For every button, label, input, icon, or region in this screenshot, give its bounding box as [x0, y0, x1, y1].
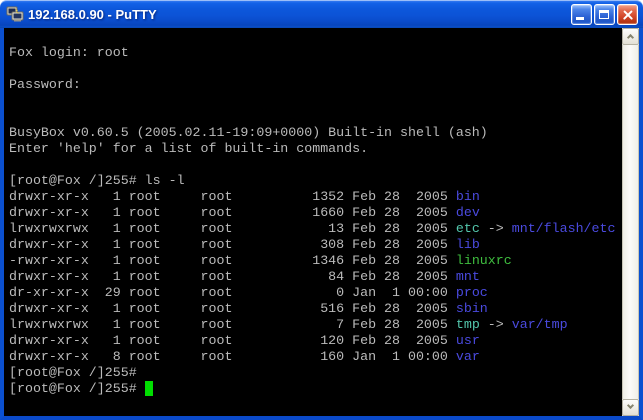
terminal-line: [root@Fox /]255#	[9, 365, 622, 381]
terminal-line: dr-xr-xr-x 29 root root 0 Jan 1 00:00 pr…	[9, 285, 622, 301]
terminal-text: linuxrc	[455, 253, 512, 268]
maximize-button[interactable]	[594, 3, 615, 25]
terminal-line: lrwxrwxrwx 1 root root 13 Feb 28 2005 et…	[9, 221, 622, 237]
terminal-text: mnt	[455, 269, 480, 284]
terminal-text: drwxr-xr-x 1 root root 1352 Feb 28 2005	[9, 189, 456, 204]
terminal-text: drwxr-xr-x 1 root root 516 Feb 28 2005	[9, 301, 456, 316]
terminal-text: var/tmp	[511, 317, 568, 332]
terminal-text: [root@Fox /]255#	[9, 381, 145, 396]
terminal-text: drwxr-xr-x 1 root root 308 Feb 28 2005	[9, 237, 456, 252]
scroll-down-button[interactable]	[622, 399, 639, 416]
terminal-text: lib	[455, 237, 480, 252]
terminal-line: drwxr-xr-x 1 root root 1352 Feb 28 2005 …	[9, 189, 622, 205]
terminal-line: BusyBox v0.60.5 (2005.02.11-19:09+0000) …	[9, 125, 622, 141]
terminal-line	[9, 61, 622, 77]
maximize-icon	[599, 9, 609, 19]
terminal-text: BusyBox v0.60.5 (2005.02.11-19:09+0000) …	[9, 125, 488, 140]
terminal-text: bin	[455, 189, 480, 204]
terminal-line	[9, 157, 622, 173]
terminal-text: dr-xr-xr-x 29 root root 0 Jan 1 00:00	[9, 285, 456, 300]
terminal-text: Enter 'help' for a list of built-in comm…	[9, 141, 369, 156]
chevron-down-icon	[626, 401, 635, 410]
terminal-line: drwxr-xr-x 1 root root 516 Feb 28 2005 s…	[9, 301, 622, 317]
chevron-up-icon	[626, 33, 635, 42]
putty-two-terminals-icon	[6, 6, 24, 22]
terminal-cursor	[144, 381, 153, 396]
putty-app-icon[interactable]	[6, 6, 24, 22]
terminal-text: proc	[455, 285, 488, 300]
terminal-line: drwxr-xr-x 1 root root 120 Feb 28 2005 u…	[9, 333, 622, 349]
terminal-text: [root@Fox /]255#	[9, 365, 137, 380]
terminal-text: sbin	[455, 301, 488, 316]
terminal-line: drwxr-xr-x 1 root root 308 Feb 28 2005 l…	[9, 237, 622, 253]
terminal-text: ->	[479, 317, 512, 332]
terminal-text: mnt/flash/etc	[511, 221, 616, 236]
terminal-line: Fox login: root	[9, 45, 622, 61]
titlebar[interactable]: 192.168.0.90 - PuTTY	[0, 0, 643, 28]
terminal-text: lrwxrwxrwx 1 root root 13 Feb 28 2005	[9, 221, 456, 236]
terminal-text: lrwxrwxrwx 1 root root 7 Feb 28 2005	[9, 317, 456, 332]
terminal-line: lrwxrwxrwx 1 root root 7 Feb 28 2005 tmp…	[9, 317, 622, 333]
scrollbar[interactable]	[622, 28, 639, 416]
scroll-up-button[interactable]	[622, 28, 639, 45]
terminal-text: drwxr-xr-x 1 root root 120 Feb 28 2005	[9, 333, 456, 348]
terminal-text: tmp	[455, 317, 480, 332]
terminal-text: usr	[455, 333, 480, 348]
terminal-line: drwxr-xr-x 8 root root 160 Jan 1 00:00 v…	[9, 349, 622, 365]
terminal-screen[interactable]: Fox login: root Password: BusyBox v0.60.…	[4, 28, 622, 416]
terminal-text: dev	[455, 205, 480, 220]
minimize-icon	[576, 16, 584, 20]
terminal-text: ->	[479, 221, 512, 236]
terminal-line: Password:	[9, 77, 622, 93]
close-button[interactable]	[617, 3, 638, 25]
terminal-line: [root@Fox /]255#	[9, 381, 622, 397]
terminal-text: etc	[455, 221, 480, 236]
terminal-line: -rwxr-xr-x 1 root root 1346 Feb 28 2005 …	[9, 253, 622, 269]
terminal-text: -rwxr-xr-x 1 root root 1346 Feb 28 2005	[9, 253, 456, 268]
terminal-line: drwxr-xr-x 1 root root 1660 Feb 28 2005 …	[9, 205, 622, 221]
terminal-line: Enter 'help' for a list of built-in comm…	[9, 141, 622, 157]
terminal-text: [root@Fox /]255# ls -l	[9, 173, 185, 188]
minimize-button[interactable]	[571, 3, 592, 25]
terminal-line	[9, 109, 622, 125]
terminal-text: drwxr-xr-x 8 root root 160 Jan 1 00:00	[9, 349, 456, 364]
terminal-text: drwxr-xr-x 1 root root 1660 Feb 28 2005	[9, 205, 456, 220]
terminal-text: var	[455, 349, 480, 364]
window-controls	[571, 3, 638, 25]
window-body: Fox login: root Password: BusyBox v0.60.…	[0, 28, 643, 420]
terminal-text: Fox login: root	[9, 45, 129, 60]
scrollbar-thumb[interactable]	[622, 45, 639, 399]
terminal-line: drwxr-xr-x 1 root root 84 Feb 28 2005 mn…	[9, 269, 622, 285]
window-title: 192.168.0.90 - PuTTY	[28, 6, 157, 22]
terminal-text: drwxr-xr-x 1 root root 84 Feb 28 2005	[9, 269, 456, 284]
terminal-line	[9, 93, 622, 109]
terminal-text: Password:	[9, 77, 81, 92]
terminal-line: [root@Fox /]255# ls -l	[9, 173, 622, 189]
